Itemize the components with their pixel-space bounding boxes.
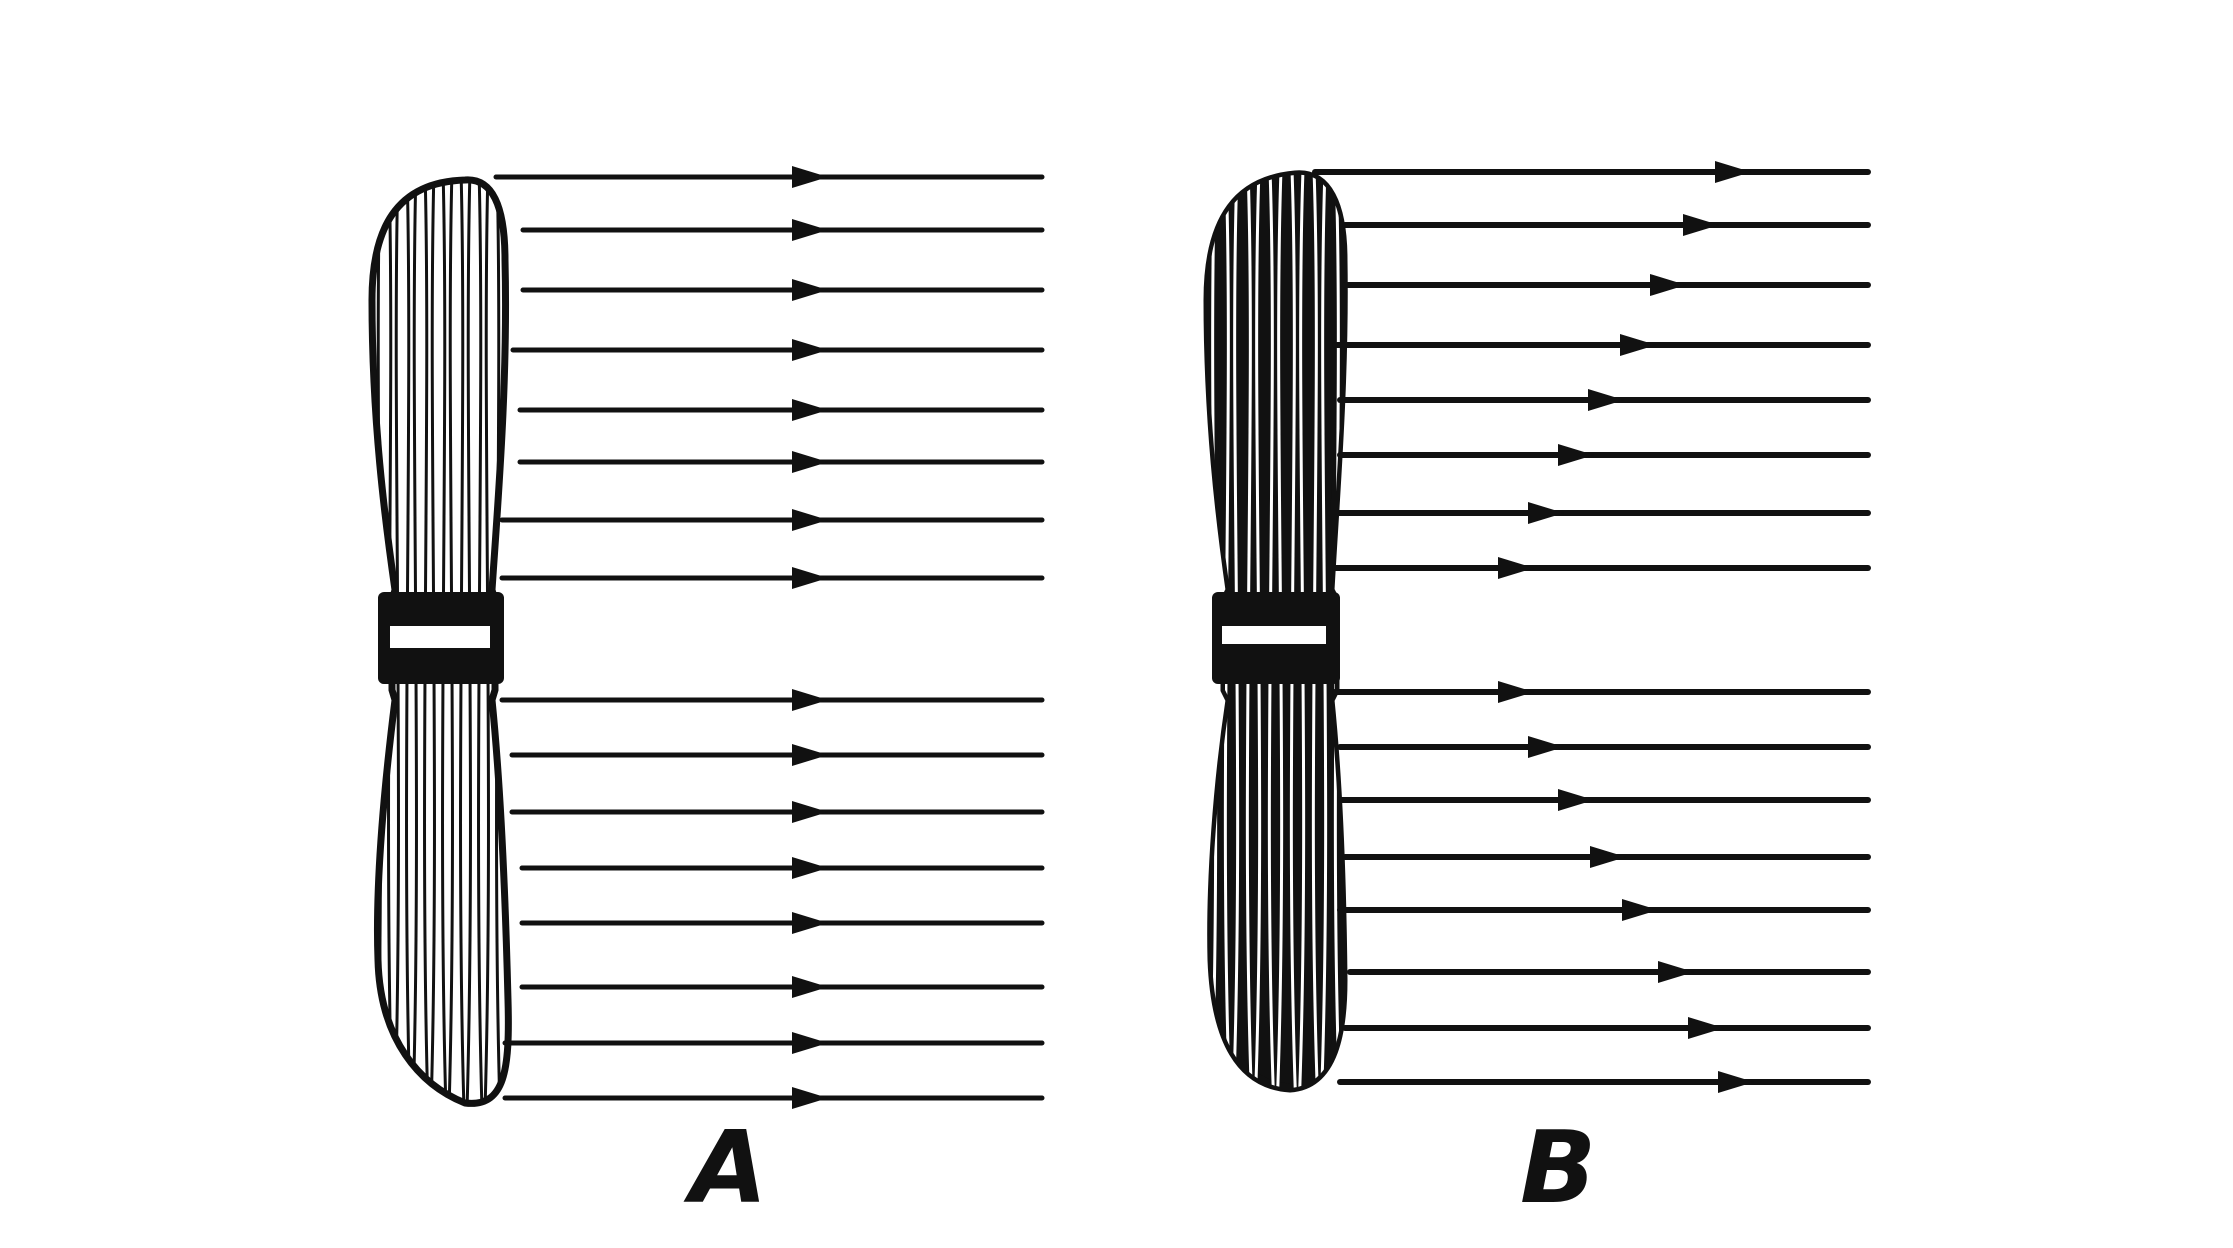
airflow-arrow-a-head bbox=[792, 857, 828, 879]
panel-a bbox=[372, 166, 1042, 1110]
airflow-arrow-b-head bbox=[1718, 1071, 1754, 1093]
airflow-arrow-a-head bbox=[792, 744, 828, 766]
airflow-arrow-b-head bbox=[1715, 161, 1751, 183]
airflow-arrow-b-head bbox=[1688, 1017, 1724, 1039]
airflow-arrow-a-head bbox=[792, 567, 828, 589]
airflow-arrow-b-head bbox=[1498, 557, 1534, 579]
airflow-arrow-b-head bbox=[1658, 961, 1694, 983]
airflow-arrow-a-head bbox=[792, 451, 828, 473]
panel-b bbox=[1208, 161, 1868, 1110]
airflow-arrow-a-head bbox=[792, 1032, 828, 1054]
airflow-arrow-b-head bbox=[1590, 846, 1626, 868]
propeller-hub-a bbox=[378, 592, 504, 684]
propeller-hub-b bbox=[1212, 592, 1340, 684]
airflow-arrow-b-head bbox=[1588, 389, 1624, 411]
airflow-arrow-a-head bbox=[792, 689, 828, 711]
airflow-arrow-a-head bbox=[792, 1087, 828, 1109]
airflow-arrow-b-head bbox=[1650, 274, 1686, 296]
airflow-arrow-b-head bbox=[1558, 789, 1594, 811]
airflow-arrows-b bbox=[1315, 161, 1868, 1093]
airflow-arrow-b-head bbox=[1528, 502, 1564, 524]
airflow-arrow-a-head bbox=[792, 279, 828, 301]
airflow-arrow-a-head bbox=[792, 399, 828, 421]
airflow-arrow-a-head bbox=[792, 912, 828, 934]
airflow-arrow-a-head bbox=[792, 509, 828, 531]
airflow-arrow-b-head bbox=[1620, 334, 1656, 356]
airflow-arrow-b-head bbox=[1558, 444, 1594, 466]
airflow-arrow-a-head bbox=[792, 166, 828, 188]
airflow-arrow-b-head bbox=[1498, 681, 1534, 703]
airflow-arrow-b-head bbox=[1528, 736, 1564, 758]
airflow-arrow-b-head bbox=[1683, 214, 1719, 236]
panel-label-b: B bbox=[1520, 1118, 1596, 1218]
propeller-a bbox=[372, 170, 508, 1110]
airflow-arrow-a-head bbox=[792, 219, 828, 241]
propeller-b bbox=[1208, 170, 1343, 1110]
airflow-arrow-a-head bbox=[792, 339, 828, 361]
airflow-arrow-b-head bbox=[1622, 899, 1658, 921]
airflow-arrow-a-head bbox=[792, 801, 828, 823]
panel-label-a: A bbox=[690, 1118, 767, 1218]
airflow-arrow-a-head bbox=[792, 976, 828, 998]
airflow-arrows-a bbox=[496, 166, 1042, 1109]
